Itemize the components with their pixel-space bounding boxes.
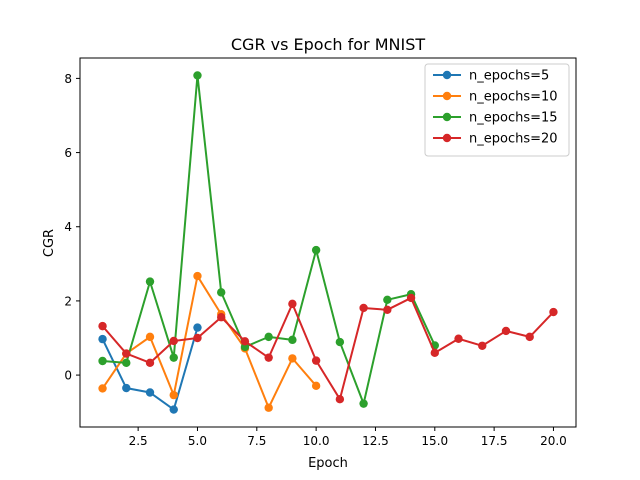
data-point-s3-8 [264,332,273,342]
data-point-s1-4 [169,405,178,414]
x-tick-label: 2.5 [129,434,148,448]
axes: 2.5 5.0 7.5 10.0 12.5 15.0 17.5 20.0 0 2 4 6 8 [64,57,577,448]
data-point-s2-10 [311,381,321,391]
data-point-s4-14 [406,293,416,303]
data-point-s2-1 [98,384,107,393]
data-point-s4-18 [501,326,511,336]
legend-marker-2 [442,91,452,101]
data-point-s2-8 [264,403,273,412]
x-tick-label: 20.0 [540,434,567,448]
data-point-s3-2 [122,358,131,368]
legend: n_epochs=5 n_epochs=10 n_epochs=15 n_epochs… [424,63,570,157]
data-point-s4-1 [98,321,107,331]
data-point-s4-8 [264,353,273,362]
data-point-s4-11 [335,394,345,404]
chart-title: CGR vs Epoch for MNIST [231,35,425,54]
data-point-s1-5 [193,323,202,332]
data-point-s4-2 [122,349,131,358]
x-tick-label: 5.0 [188,434,207,448]
data-point-s4-17 [478,341,487,350]
data-point-s4-7 [240,337,250,346]
data-point-s4-4 [169,336,178,346]
data-point-s3-1 [98,356,107,366]
data-point-s2-4 [169,390,178,400]
x-tick-label: 15.0 [421,434,448,448]
y-axis-label: CGR [42,229,57,257]
data-point-s4-13 [383,305,392,315]
data-point-s3-13 [383,295,392,304]
data-point-s4-6 [217,313,226,322]
legend-marker-1 [442,70,452,80]
y-tick-label: 6 [64,146,72,160]
data-point-s2-9 [288,354,297,363]
data-point-s1-2 [122,383,131,393]
data-point-s1-3 [145,388,155,397]
legend-label-1: n_epochs=5 [469,69,549,84]
data-point-s4-19 [525,332,534,342]
plot-area [98,71,558,414]
data-point-s3-9 [288,335,297,345]
data-point-s4-20 [549,307,558,317]
data-point-s4-15 [430,348,439,358]
data-point-s2-5 [193,271,202,281]
legend-label-4: n_epochs=20 [469,132,558,147]
data-point-s3-12 [359,399,368,408]
data-point-s4-3 [145,358,155,368]
legend-marker-3 [442,112,452,122]
x-tick-label: 12.5 [362,434,389,448]
legend-box [424,63,570,157]
data-point-s3-10 [311,245,321,255]
series-line-2 [101,275,317,409]
data-point-s3-11 [335,337,345,347]
data-point-s1-1 [98,334,107,344]
data-point-s3-6 [217,288,226,297]
data-point-s3-3 [145,277,155,286]
data-point-s4-12 [359,303,368,313]
data-point-s2-3 [145,332,155,342]
legend-marker-4 [442,133,452,143]
x-tick-label: 17.5 [481,434,508,448]
data-point-s4-9 [288,299,297,309]
x-tick-label: 7.5 [247,434,266,448]
x-axis-label: Epoch [308,456,348,471]
y-tick-label: 0 [64,369,72,383]
data-point-s4-16 [454,334,463,343]
data-point-s3-5 [193,71,202,80]
y-tick-label: 2 [64,294,72,308]
y-tick-label: 4 [64,220,72,234]
axes-frame [79,57,577,428]
data-point-s3-4 [169,353,178,362]
legend-label-2: n_epochs=10 [469,90,558,105]
data-point-s4-5 [193,333,202,343]
y-tick-label: 8 [64,72,72,86]
x-tick-label: 10.0 [303,434,330,448]
legend-label-3: n_epochs=15 [469,111,558,126]
data-point-s4-10 [311,356,321,365]
